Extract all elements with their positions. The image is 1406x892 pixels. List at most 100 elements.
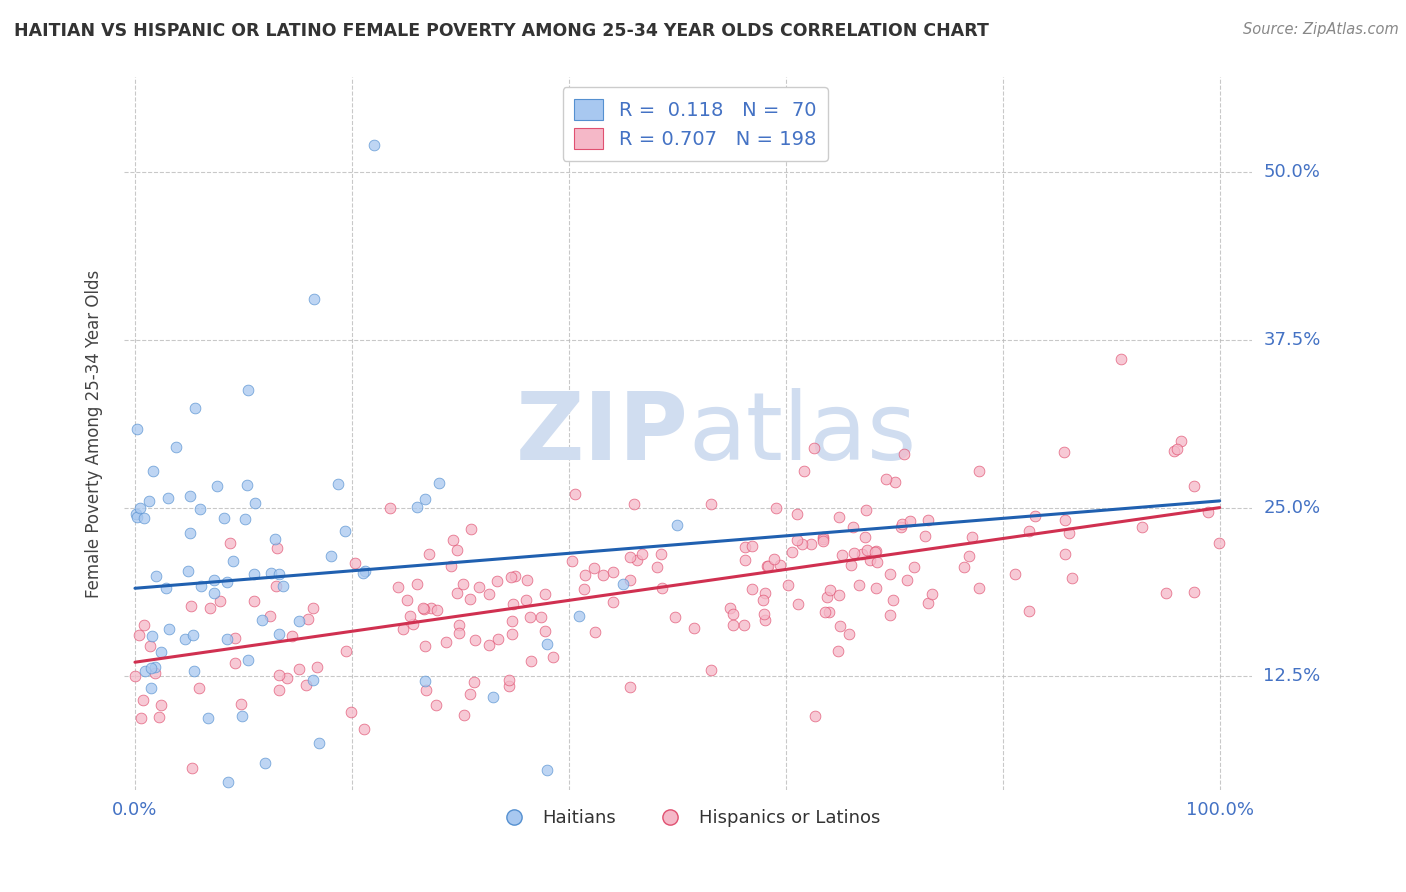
Point	[297, 612, 319, 626]
Point	[917, 513, 939, 527]
Point	[1059, 526, 1081, 541]
Point	[395, 593, 418, 607]
Point	[828, 510, 851, 524]
Point	[443, 533, 465, 547]
Point	[128, 628, 150, 642]
Point	[498, 679, 520, 693]
Point	[188, 501, 211, 516]
Point	[387, 580, 409, 594]
Point	[723, 618, 745, 632]
Point	[143, 660, 166, 674]
Point	[786, 533, 808, 547]
Legend: Haitians, Hispanics or Latinos: Haitians, Hispanics or Latinos	[488, 802, 889, 834]
Point	[295, 678, 318, 692]
Point	[231, 709, 253, 723]
Point	[148, 710, 170, 724]
Point	[132, 511, 155, 525]
Point	[224, 657, 246, 671]
Point	[138, 494, 160, 508]
Point	[1060, 571, 1083, 585]
Point	[415, 683, 437, 698]
Point	[803, 709, 825, 723]
Point	[319, 549, 342, 563]
Point	[865, 544, 887, 558]
Point	[243, 567, 266, 582]
Point	[222, 554, 245, 568]
Point	[413, 602, 436, 616]
Point	[650, 547, 672, 561]
Point	[503, 569, 526, 583]
Point	[302, 292, 325, 306]
Point	[533, 624, 555, 639]
Point	[626, 553, 648, 567]
Point	[875, 472, 897, 486]
Point	[354, 564, 377, 578]
Point	[838, 627, 860, 641]
Point	[202, 573, 225, 587]
Point	[464, 633, 486, 648]
Point	[828, 588, 851, 602]
Point	[302, 601, 325, 615]
Point	[619, 573, 641, 587]
Point	[150, 698, 173, 712]
Point	[914, 529, 936, 543]
Point	[406, 576, 429, 591]
Point	[183, 664, 205, 678]
Point	[402, 617, 425, 632]
Point	[786, 508, 808, 522]
Point	[165, 440, 187, 454]
Point	[142, 464, 165, 478]
Text: 100.0%: 100.0%	[1185, 801, 1254, 819]
Point	[619, 681, 641, 695]
Point	[453, 707, 475, 722]
Point	[765, 501, 787, 516]
Point	[890, 516, 912, 531]
Text: 25.0%: 25.0%	[1264, 499, 1320, 516]
Point	[733, 618, 755, 632]
Text: ZIP: ZIP	[515, 388, 688, 480]
Text: 50.0%: 50.0%	[1264, 162, 1320, 180]
Point	[155, 581, 177, 595]
Point	[156, 491, 179, 505]
Point	[879, 608, 901, 623]
Point	[180, 761, 202, 775]
Point	[818, 606, 841, 620]
Point	[583, 625, 606, 640]
Point	[803, 441, 825, 455]
Point	[813, 606, 835, 620]
Point	[425, 698, 447, 713]
Point	[427, 475, 450, 490]
Point	[132, 617, 155, 632]
Point	[339, 705, 361, 719]
Point	[229, 697, 252, 711]
Point	[602, 565, 624, 579]
Point	[446, 586, 468, 600]
Point	[631, 547, 654, 561]
Point	[440, 558, 463, 573]
Point	[281, 628, 304, 642]
Point	[839, 558, 862, 572]
Point	[1208, 535, 1230, 549]
Point	[755, 558, 778, 573]
Point	[478, 638, 501, 652]
Point	[1018, 604, 1040, 618]
Point	[1024, 508, 1046, 523]
Point	[451, 576, 474, 591]
Point	[326, 476, 349, 491]
Point	[212, 511, 235, 525]
Point	[263, 532, 285, 546]
Point	[882, 592, 904, 607]
Point	[446, 543, 468, 558]
Point	[482, 690, 505, 704]
Point	[519, 610, 541, 624]
Point	[602, 595, 624, 609]
Point	[215, 574, 238, 589]
Point	[183, 628, 205, 642]
Point	[896, 573, 918, 587]
Point	[333, 524, 356, 539]
Point	[460, 522, 482, 536]
Point	[436, 635, 458, 649]
Point	[463, 675, 485, 690]
Point	[184, 401, 207, 416]
Point	[883, 475, 905, 489]
